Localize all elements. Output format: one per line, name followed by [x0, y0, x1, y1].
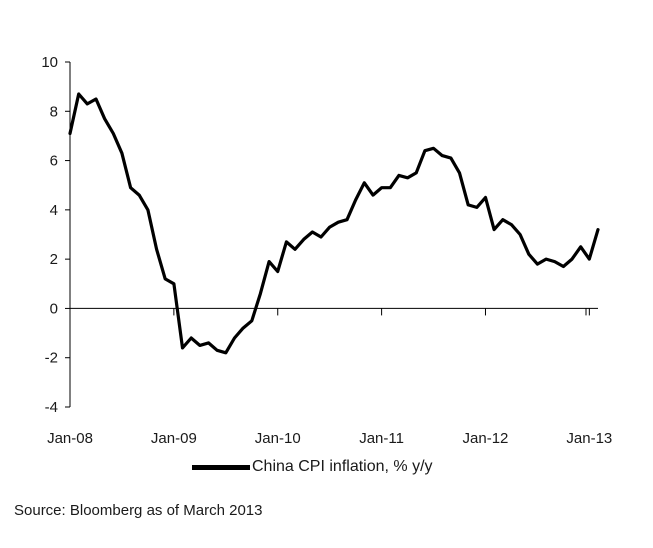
x-tick-label: Jan-11	[359, 430, 404, 447]
series-group	[68, 92, 600, 355]
legend-swatch	[192, 464, 250, 470]
legend-label: China CPI inflation, % y/y	[252, 458, 433, 475]
x-tick-label: Jan-13	[566, 430, 612, 447]
y-axis-ticks: -4 -2 0 2 4 6 8 10	[41, 54, 70, 416]
x-tick-label: Jan-10	[255, 430, 301, 447]
y-tick-label: -4	[45, 399, 58, 416]
y-tick-label: 0	[50, 300, 58, 317]
y-tick-label: 2	[50, 251, 58, 268]
x-axis-ticks: Jan-08 Jan-09 Jan-10 Jan-11 Jan-12 Jan-13	[47, 308, 612, 447]
y-tick-label: -2	[45, 350, 58, 367]
x-tick-label: Jan-09	[151, 430, 197, 447]
x-tick-label: Jan-12	[463, 430, 509, 447]
y-tick-label: 4	[50, 202, 58, 219]
y-tick-label: 10	[41, 54, 58, 71]
y-tick-label: 6	[50, 153, 58, 170]
source-note: Source: Bloomberg as of March 2013	[14, 502, 263, 519]
x-tick-label: Jan-08	[47, 430, 93, 447]
legend: China CPI inflation, % y/y	[192, 458, 433, 476]
axes	[69, 62, 598, 407]
series-line-china-cpi	[68, 92, 600, 355]
y-tick-label: 8	[50, 103, 58, 120]
